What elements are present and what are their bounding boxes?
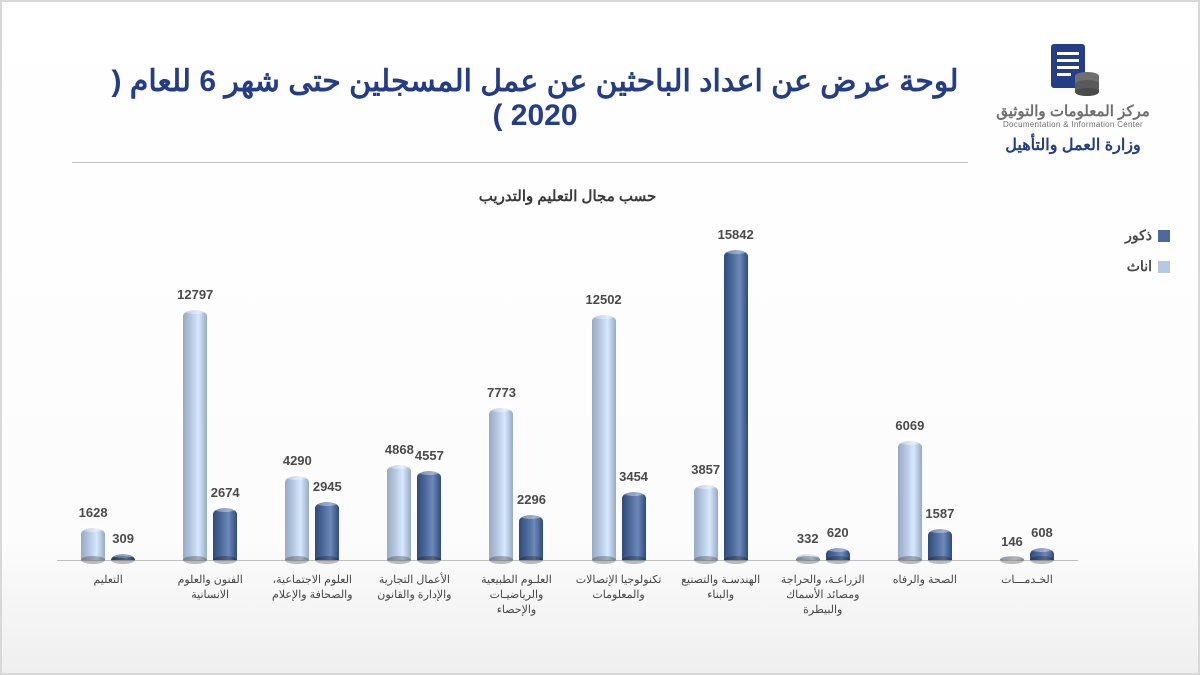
- bar-group: 385715842: [670, 250, 772, 560]
- x-label: الفنون والعلومالانسانية: [159, 573, 261, 618]
- bar-females: 7773: [489, 408, 513, 560]
- x-label: الخـدمـــات: [976, 573, 1078, 618]
- bar-value-label: 2674: [211, 485, 240, 500]
- org-name-ar: مركز المعلومات والتوثيق: [978, 102, 1168, 120]
- bar-value-label: 3454: [619, 469, 648, 484]
- org-name-en: Documentation & Information Center: [978, 120, 1168, 129]
- bar-group: 77732296: [465, 408, 567, 560]
- bar-males: 2945: [315, 502, 339, 560]
- legend-label: ذكور: [1125, 227, 1152, 244]
- bar-females: 12797: [183, 310, 207, 560]
- document-db-icon: [1041, 42, 1105, 98]
- bar-value-label: 2296: [517, 492, 546, 507]
- bar-value-label: 332: [797, 531, 819, 546]
- bar-females: 12502: [592, 315, 616, 560]
- bar-females: 4868: [387, 465, 411, 560]
- ministry-name: وزارة العمل والتأهيل: [978, 135, 1168, 155]
- bar-value-label: 4290: [283, 453, 312, 468]
- bar-value-label: 1587: [925, 506, 954, 521]
- x-axis-labels: التعليمالفنون والعلومالانسانيةالعلوم الا…: [57, 573, 1078, 618]
- bar-group: 127972674: [159, 310, 261, 560]
- bar-females: 1628: [81, 528, 105, 560]
- chart-title: حسب مجال التعليم والتدريب: [57, 187, 1078, 205]
- bar-value-label: 15842: [718, 227, 754, 242]
- legend-item-females: اناث: [1125, 258, 1170, 275]
- bar-value-label: 4557: [415, 448, 444, 463]
- legend-item-males: ذكور: [1125, 227, 1170, 244]
- bar-value-label: 1628: [79, 505, 108, 520]
- title-underline: [72, 162, 968, 163]
- bar-value-label: 2945: [313, 479, 342, 494]
- bar-value-label: 12797: [177, 287, 213, 302]
- bar-males: 3454: [622, 492, 646, 560]
- legend: ذكور اناث: [1125, 227, 1170, 289]
- bar-value-label: 620: [827, 525, 849, 540]
- bar-value-label: 6069: [895, 418, 924, 433]
- bar-males: 2296: [519, 515, 543, 560]
- bar-females: 3857: [694, 485, 718, 560]
- x-label: تكنولوجيا الإتصالاتوالمعلومات: [568, 573, 670, 618]
- x-label: الأعمال التجاريةوالإدارة والقانون: [363, 573, 465, 618]
- x-label: الصحة والرفاه: [874, 573, 976, 618]
- bar-males: 620: [826, 548, 850, 560]
- bar-value-label: 3857: [691, 462, 720, 477]
- x-label: العلـوم الطبيعيةوالرياضيـاتوالإحصاء: [465, 573, 567, 618]
- x-label: التعليم: [57, 573, 159, 618]
- org-logo-block: مركز المعلومات والتوثيق Documentation & …: [978, 42, 1168, 155]
- bar-males: 309: [111, 554, 135, 560]
- bar-group: 42902945: [261, 476, 363, 560]
- bar-females: 146: [1000, 557, 1024, 560]
- bar-value-label: 608: [1031, 525, 1053, 540]
- bar-plot: 1628309127972674429029454868455777732296…: [57, 225, 1078, 561]
- bar-group: 146 608: [976, 548, 1078, 560]
- bar-group: 1628 309: [57, 528, 159, 560]
- legend-label: اناث: [1127, 258, 1152, 275]
- bar-females: 332: [796, 554, 820, 560]
- bar-value-label: 12502: [586, 292, 622, 307]
- bar-value-label: 146: [1001, 534, 1023, 549]
- bar-value-label: 4868: [385, 442, 414, 457]
- header: مركز المعلومات والتوثيق Documentation & …: [32, 42, 1168, 155]
- bar-value-label: 7773: [487, 385, 516, 400]
- bar-males: 1587: [928, 529, 952, 560]
- page-title: لوحة عرض عن اعداد الباحثين عن عمل المسجل…: [32, 64, 978, 133]
- chart-area: حسب مجال التعليم والتدريب 16283091279726…: [57, 187, 1078, 618]
- bar-group: 48684557: [363, 465, 465, 560]
- legend-swatch: [1158, 261, 1170, 273]
- x-label: الهندسـة والتصنيعوالبناء: [670, 573, 772, 618]
- bar-males: 608: [1030, 548, 1054, 560]
- bar-males: 2674: [213, 508, 237, 560]
- bar-males: 15842: [724, 250, 748, 560]
- bar-group: 125023454: [568, 315, 670, 560]
- bar-group: 332 620: [772, 548, 874, 560]
- bar-females: 4290: [285, 476, 309, 560]
- x-label: العلوم الاجتماعية،والصحافة والإعلام: [261, 573, 363, 618]
- bar-group: 60691587: [874, 441, 976, 560]
- x-label: الزراعـة، والحراجةومصائد الأسماكوالبيطرة: [772, 573, 874, 618]
- legend-swatch: [1158, 230, 1170, 242]
- bar-females: 6069: [898, 441, 922, 560]
- bar-value-label: 309: [112, 531, 134, 546]
- bar-males: 4557: [417, 471, 441, 560]
